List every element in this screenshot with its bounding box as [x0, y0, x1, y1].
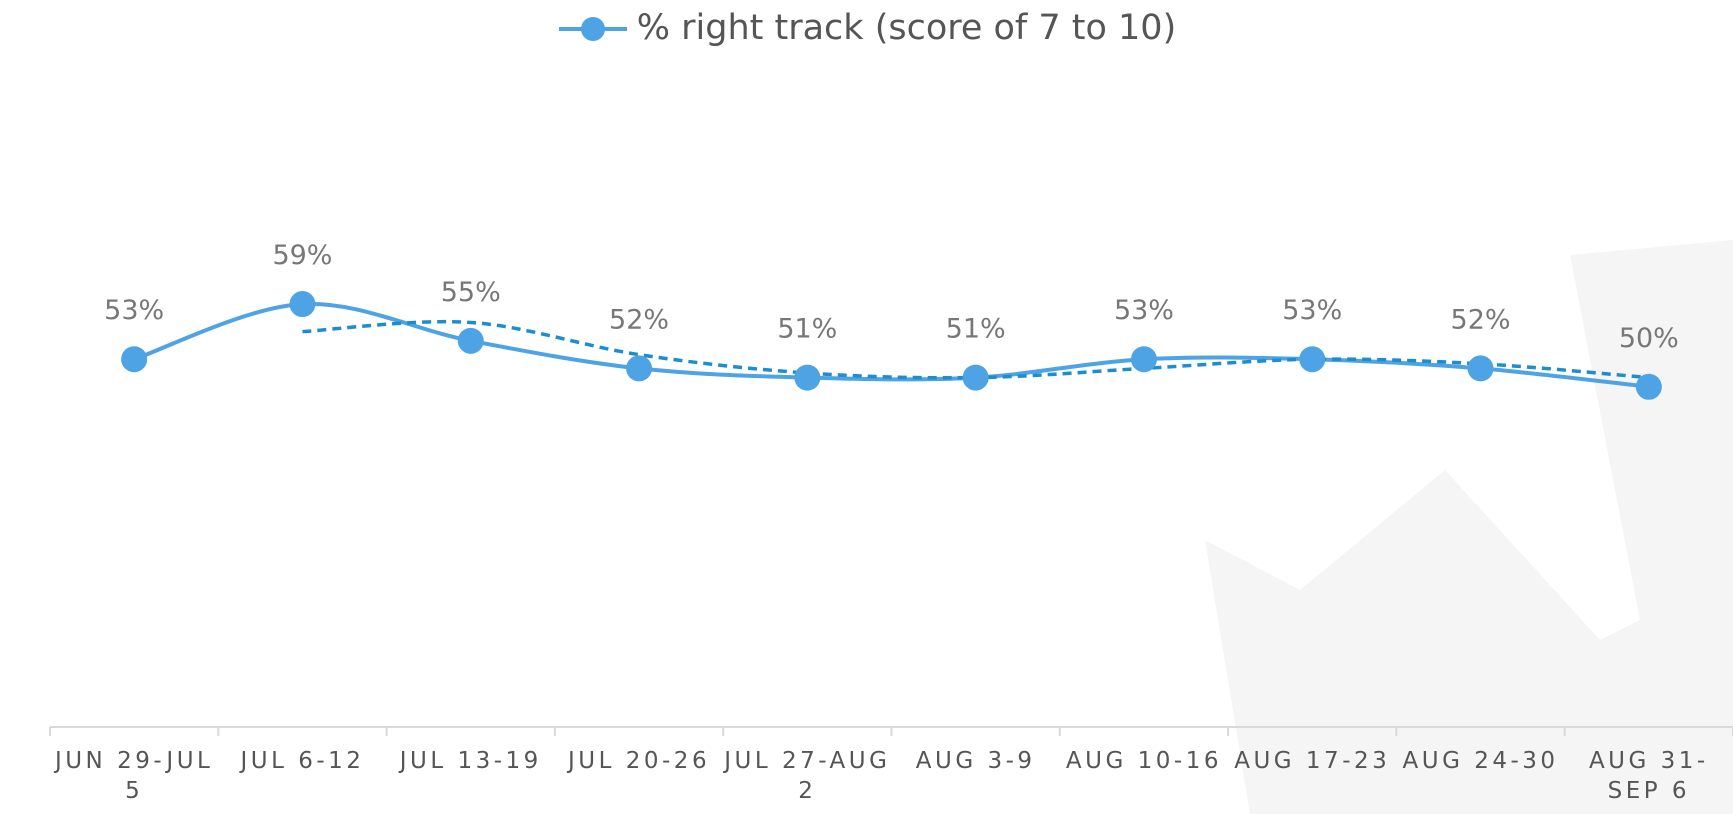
data-label: 53%	[1282, 295, 1342, 326]
x-tick-label: AUG 10-16	[1065, 748, 1222, 774]
x-tick-label: JUL 27-AUG 2	[724, 748, 891, 804]
data-point	[289, 291, 316, 318]
trendline	[302, 319, 1649, 380]
x-tick-label: AUG 24-30	[1402, 748, 1559, 774]
legend: % right track (score of 7 to 10)	[0, 8, 1733, 48]
data-label: 55%	[441, 277, 501, 308]
data-point	[1467, 355, 1494, 382]
data-label: 59%	[272, 240, 332, 271]
series-line	[133, 301, 1650, 389]
background-leaf	[1205, 240, 1733, 814]
data-point	[962, 364, 989, 391]
data-label: 53%	[1114, 295, 1174, 326]
data-label: 51%	[946, 314, 1006, 345]
data-point	[1130, 346, 1157, 373]
data-label: 53%	[104, 295, 164, 326]
x-tick-label: JUL 20-26	[568, 748, 711, 774]
x-tick-label: AUG 3-9	[915, 748, 1036, 774]
data-point	[457, 327, 484, 354]
x-tick-label: JUN 29-JUL 5	[54, 748, 214, 804]
x-tick-label: AUG 31-SEP 6	[1588, 748, 1709, 804]
data-point	[626, 355, 653, 382]
data-point	[794, 364, 821, 391]
data-point	[121, 346, 148, 373]
data-label: 52%	[1451, 304, 1511, 335]
data-label: 50%	[1619, 323, 1679, 354]
legend-label: % right track (score of 7 to 10)	[636, 8, 1177, 48]
data-point	[1635, 373, 1662, 400]
data-point	[1299, 346, 1326, 373]
x-tick-label: AUG 17-23	[1234, 748, 1391, 774]
data-label: 51%	[777, 314, 837, 345]
data-label: 52%	[609, 304, 669, 335]
x-tick-label: JUL 6-12	[240, 748, 365, 774]
x-tick-label: JUL 13-19	[399, 748, 542, 774]
legend-marker	[558, 17, 627, 41]
